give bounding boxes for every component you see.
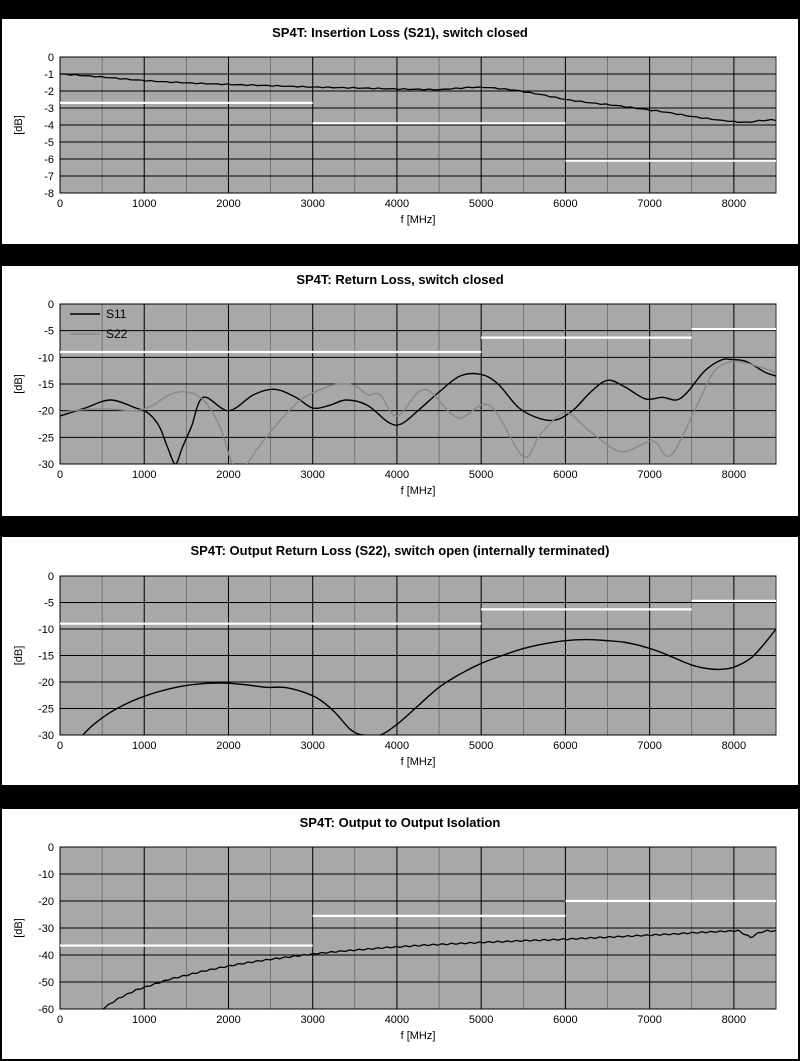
svg-text:-2: -2 <box>44 86 54 98</box>
svg-text:-20: -20 <box>38 896 54 908</box>
svg-text:-50: -50 <box>38 977 54 989</box>
svg-text:f [MHz]: f [MHz] <box>401 214 436 226</box>
svg-text:-30: -30 <box>38 459 54 471</box>
svg-text:-10: -10 <box>38 352 54 364</box>
svg-text:-5: -5 <box>44 326 54 338</box>
svg-text:3000: 3000 <box>300 469 324 481</box>
svg-text:f [MHz]: f [MHz] <box>401 1030 436 1042</box>
svg-text:2000: 2000 <box>216 740 240 752</box>
svg-text:0: 0 <box>48 299 54 311</box>
svg-text:1000: 1000 <box>132 469 156 481</box>
svg-text:7000: 7000 <box>637 740 661 752</box>
svg-text:5000: 5000 <box>469 1014 493 1026</box>
svg-text:S22: S22 <box>106 327 128 341</box>
svg-text:-6: -6 <box>44 154 54 166</box>
svg-text:2000: 2000 <box>216 469 240 481</box>
svg-text:8000: 8000 <box>722 198 746 210</box>
svg-text:0: 0 <box>48 52 54 64</box>
svg-text:-25: -25 <box>38 704 54 716</box>
svg-text:[dB]: [dB] <box>13 374 25 394</box>
svg-text:f [MHz]: f [MHz] <box>401 485 436 497</box>
svg-text:8000: 8000 <box>722 469 746 481</box>
svg-text:-25: -25 <box>38 432 54 444</box>
svg-text:S11: S11 <box>106 307 127 321</box>
svg-text:-15: -15 <box>38 379 54 391</box>
svg-text:[dB]: [dB] <box>13 918 25 938</box>
svg-text:5000: 5000 <box>469 469 493 481</box>
svg-text:1000: 1000 <box>132 740 156 752</box>
svg-text:1000: 1000 <box>132 198 156 210</box>
svg-text:-40: -40 <box>38 950 54 962</box>
svg-text:8000: 8000 <box>722 740 746 752</box>
svg-text:5000: 5000 <box>469 740 493 752</box>
svg-text:4000: 4000 <box>385 469 409 481</box>
svg-text:[dB]: [dB] <box>13 646 25 666</box>
svg-text:0: 0 <box>57 740 63 752</box>
svg-text:-20: -20 <box>38 406 54 418</box>
svg-text:7000: 7000 <box>637 198 661 210</box>
svg-text:3000: 3000 <box>300 198 324 210</box>
svg-text:6000: 6000 <box>553 740 577 752</box>
svg-text:-60: -60 <box>38 1004 54 1016</box>
svg-text:0: 0 <box>57 198 63 210</box>
svg-text:4000: 4000 <box>385 198 409 210</box>
svg-text:6000: 6000 <box>553 1014 577 1026</box>
svg-text:5000: 5000 <box>469 198 493 210</box>
svg-text:6000: 6000 <box>553 469 577 481</box>
svg-text:-30: -30 <box>38 730 54 742</box>
svg-text:-4: -4 <box>44 120 54 132</box>
svg-text:0: 0 <box>57 469 63 481</box>
svg-text:-7: -7 <box>44 171 54 183</box>
svg-text:-3: -3 <box>44 103 54 115</box>
svg-text:-10: -10 <box>38 624 54 636</box>
svg-text:7000: 7000 <box>637 1014 661 1026</box>
svg-text:3000: 3000 <box>300 740 324 752</box>
svg-text:-20: -20 <box>38 677 54 689</box>
svg-text:-5: -5 <box>44 598 54 610</box>
svg-text:4000: 4000 <box>385 740 409 752</box>
svg-text:6000: 6000 <box>553 198 577 210</box>
svg-text:2000: 2000 <box>216 1014 240 1026</box>
svg-text:0: 0 <box>48 571 54 583</box>
svg-text:7000: 7000 <box>637 469 661 481</box>
svg-text:2000: 2000 <box>216 198 240 210</box>
svg-text:3000: 3000 <box>300 1014 324 1026</box>
svg-text:[dB]: [dB] <box>13 115 25 135</box>
svg-text:0: 0 <box>57 1014 63 1026</box>
svg-text:4000: 4000 <box>385 1014 409 1026</box>
svg-text:0: 0 <box>48 842 54 854</box>
svg-text:f [MHz]: f [MHz] <box>401 756 436 768</box>
svg-text:-30: -30 <box>38 923 54 935</box>
svg-text:1000: 1000 <box>132 1014 156 1026</box>
svg-text:-10: -10 <box>38 869 54 881</box>
svg-text:-1: -1 <box>44 69 54 81</box>
svg-text:-5: -5 <box>44 137 54 149</box>
svg-text:-15: -15 <box>38 651 54 663</box>
svg-text:-8: -8 <box>44 188 54 200</box>
svg-text:8000: 8000 <box>722 1014 746 1026</box>
